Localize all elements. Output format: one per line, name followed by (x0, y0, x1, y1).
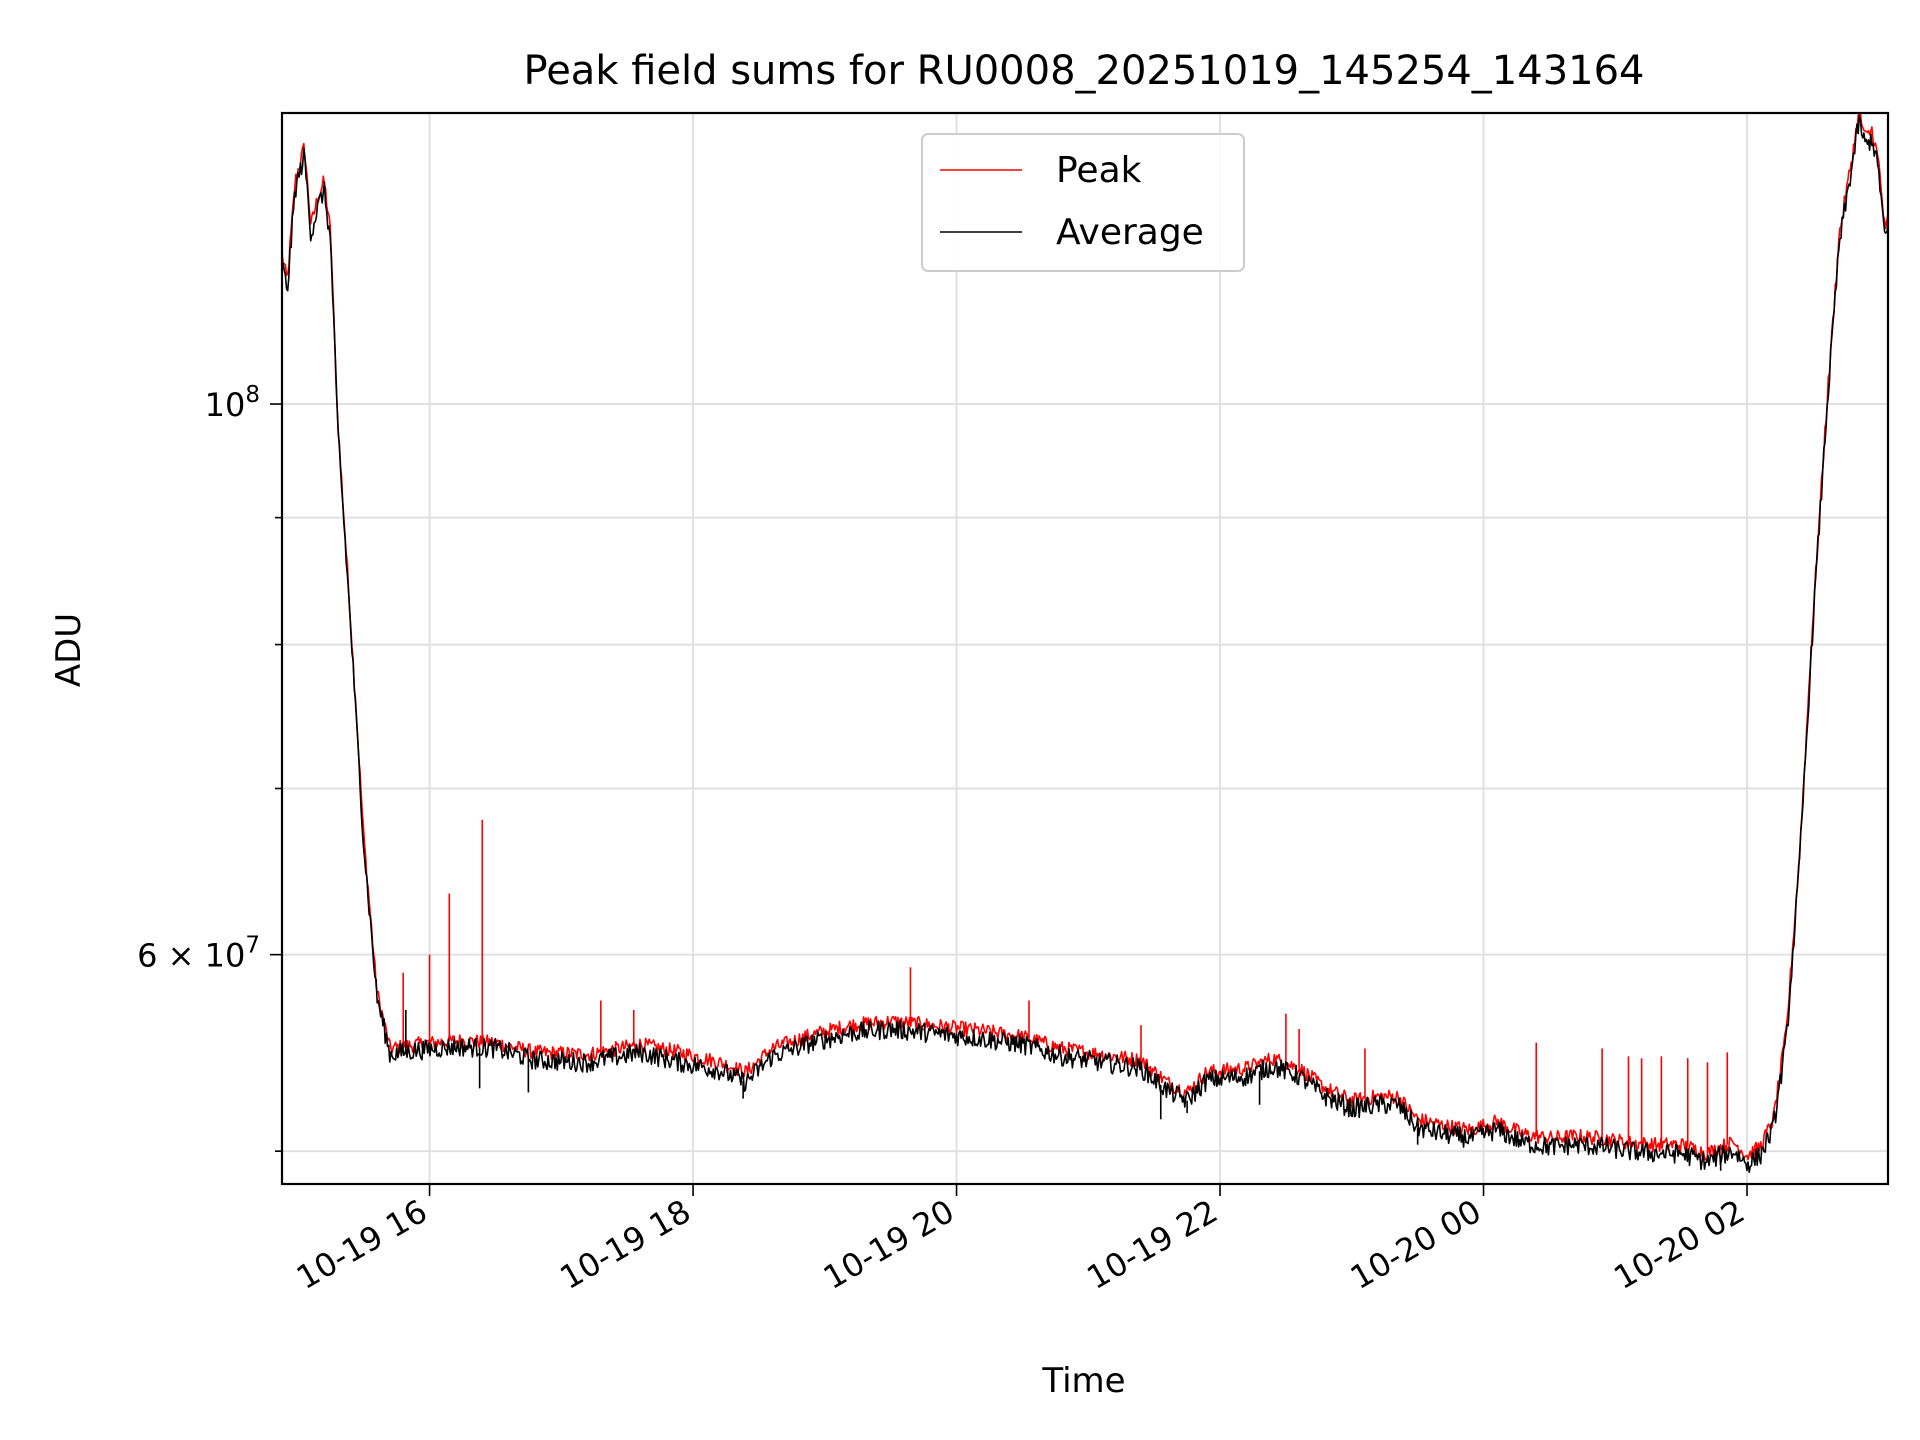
legend-label-average: Average (1056, 212, 1204, 253)
plot-frame (280, 111, 1890, 1186)
legend: Peak Average (921, 133, 1245, 272)
x-axis-label: Time (1041, 1361, 1125, 1401)
y-tick-label: 6 × 107 (137, 933, 260, 975)
chart-title: Peak field sums for RU0008_20251019_1452… (524, 48, 1645, 94)
y-axis-label: ADU (49, 613, 89, 687)
y-tick-label-base: 6 × 10 (137, 937, 245, 975)
y-tick-label-exponent: 7 (245, 933, 260, 959)
y-tick-label-base: 10 (205, 386, 246, 424)
series-layer (282, 113, 1888, 1173)
y-tick-label-exponent: 8 (245, 382, 260, 408)
series-line-average (282, 114, 1888, 1173)
series-clip-group (282, 113, 1888, 1173)
y-tick-label: 108 (205, 382, 260, 424)
legend-label-peak: Peak (1056, 150, 1142, 191)
legend-box (921, 133, 1245, 272)
grid (282, 113, 1888, 1184)
